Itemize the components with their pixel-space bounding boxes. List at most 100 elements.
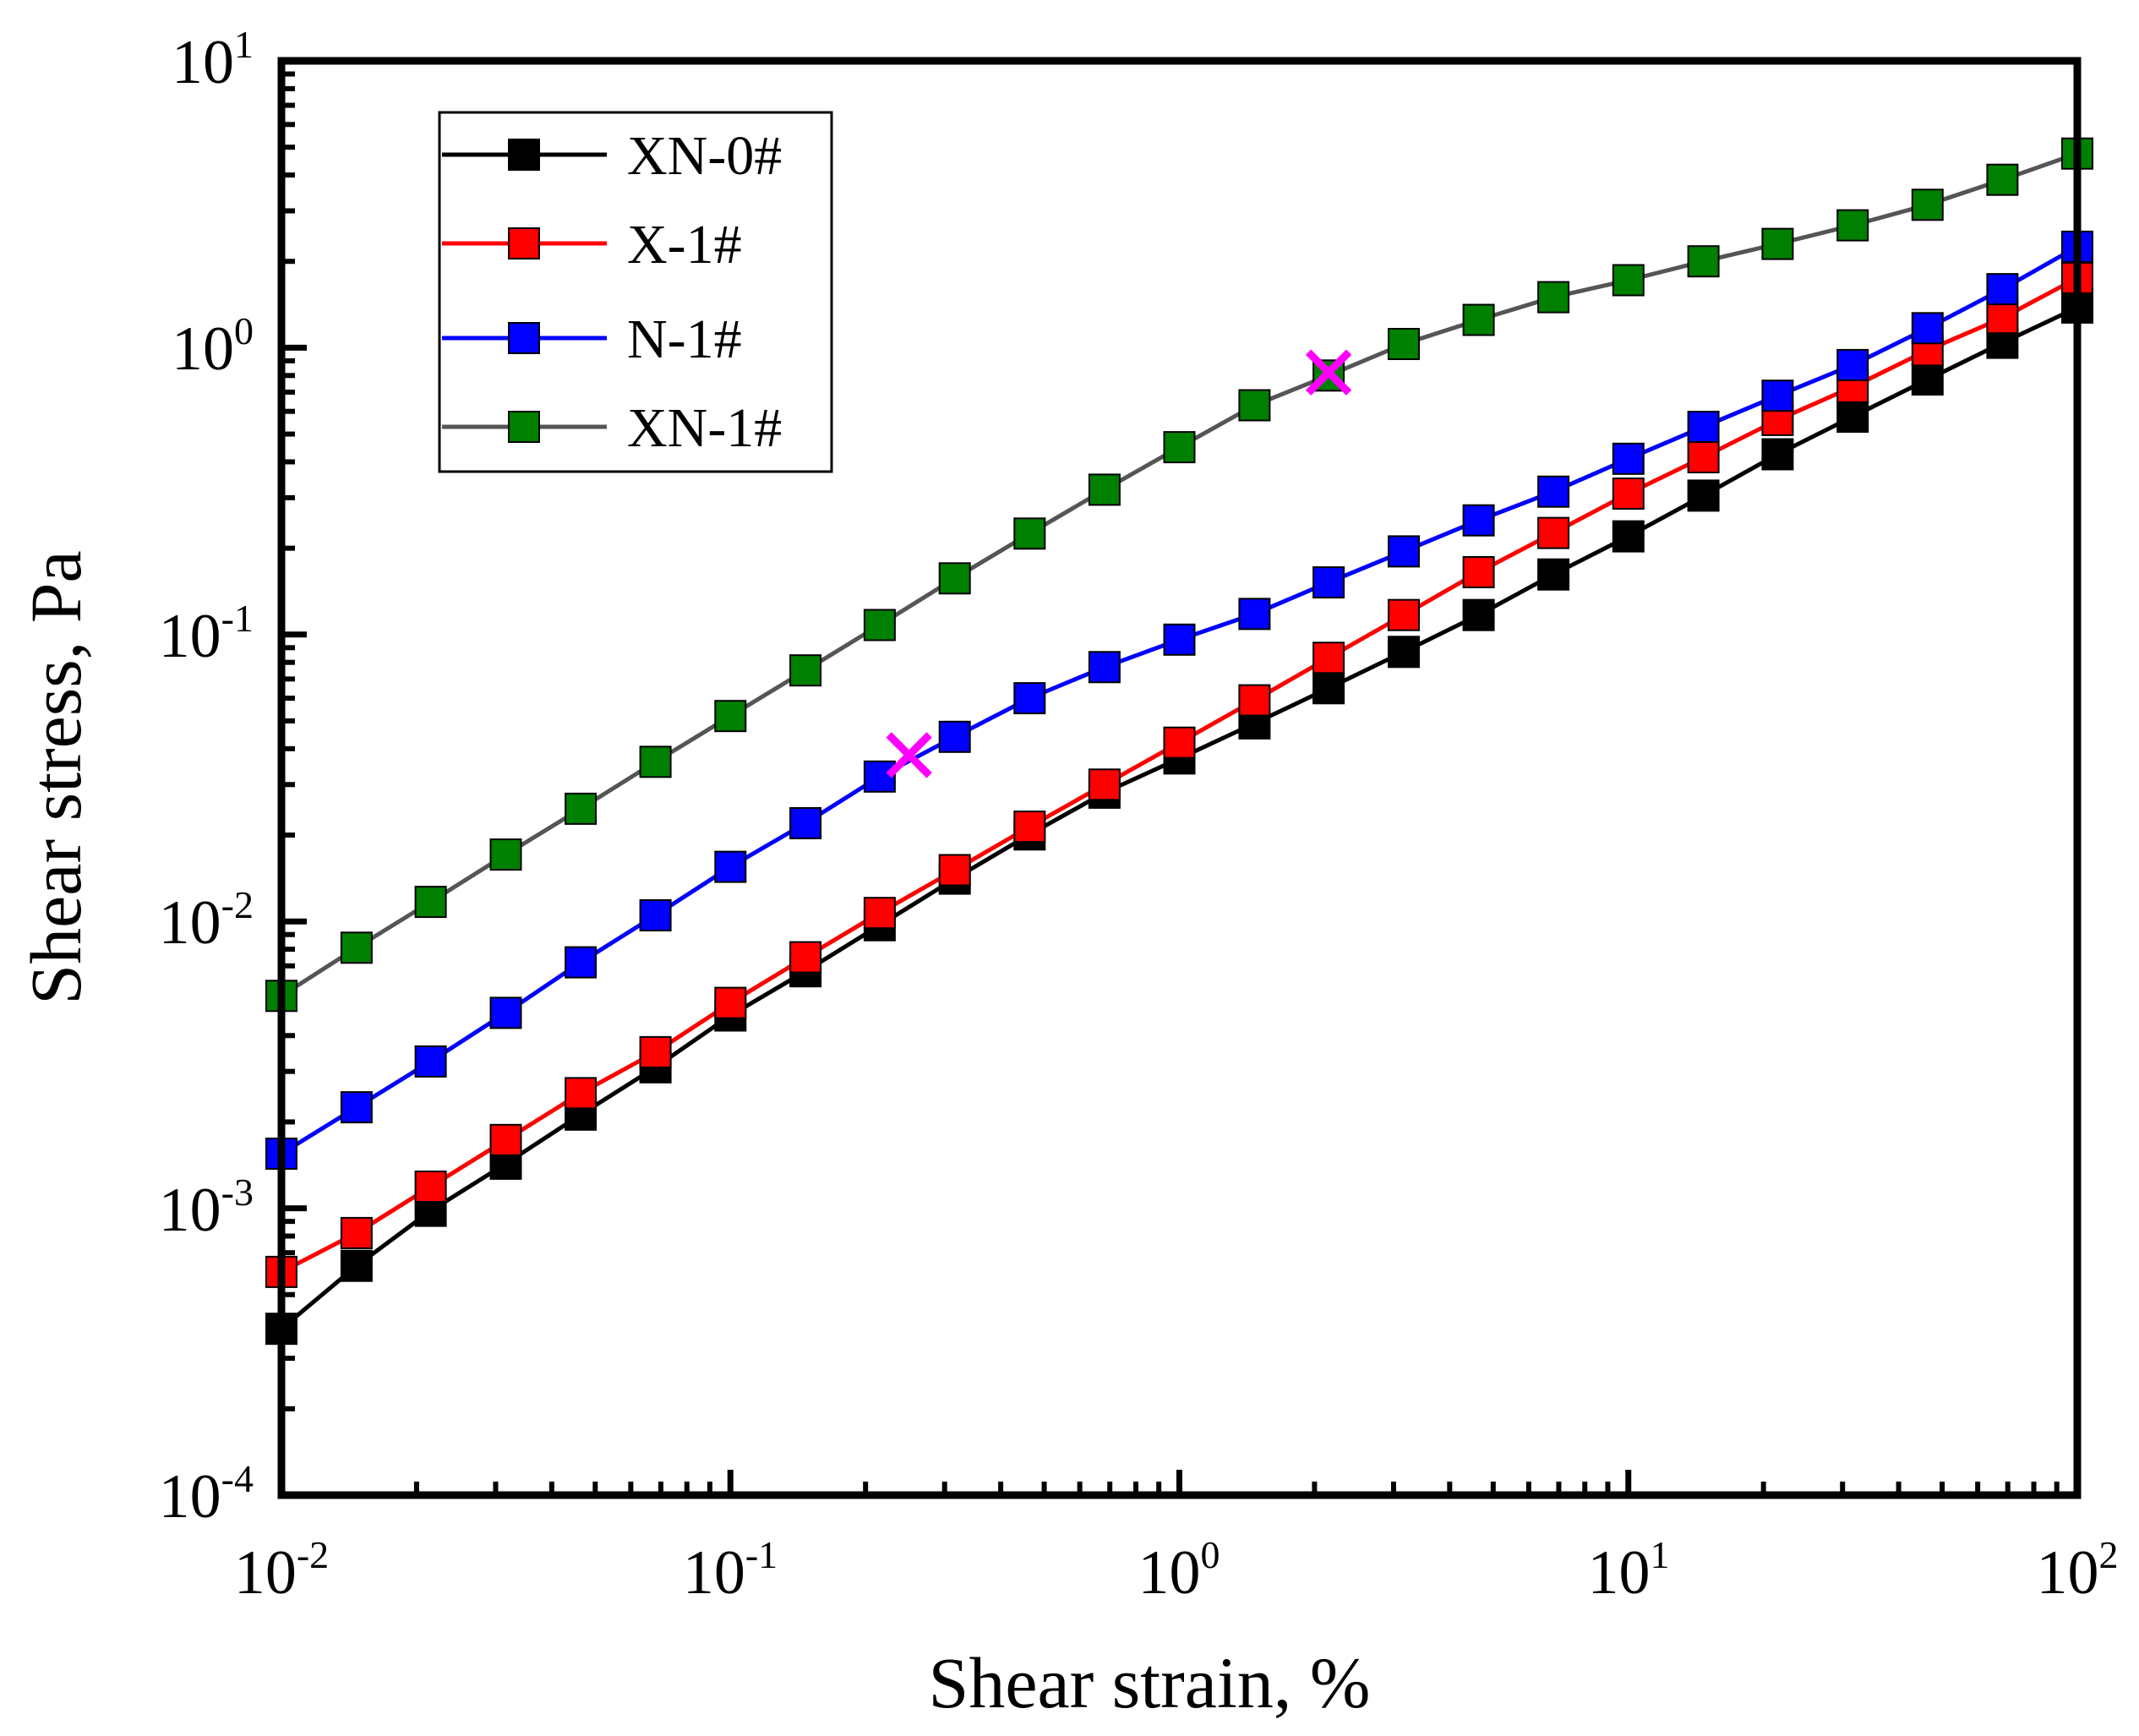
data-point [1537,281,1570,314]
data-point [639,1035,672,1068]
data-point [1388,636,1420,669]
data-point [1013,811,1046,843]
legend-label-x1: X-1# [627,214,742,276]
data-point [1088,651,1121,684]
x-tick-label: 10-1 [683,1533,778,1608]
data-point [1238,684,1271,717]
data-point [863,897,896,930]
data-point [1761,438,1794,471]
data-point [1537,475,1570,508]
data-point [639,745,672,778]
legend-label-n1: N-1# [627,308,742,370]
data-point [714,986,747,1019]
data-point [1986,273,2019,306]
data-point [938,854,971,887]
data-point [1537,516,1570,549]
x-tick-label: 10-2 [234,1533,329,1608]
data-point [414,886,447,919]
data-point [1761,227,1794,260]
data-point [863,609,896,641]
data-point [938,720,971,753]
legend-entry: XN-0# [442,125,782,187]
data-point [1687,245,1720,278]
data-point [1088,768,1121,801]
data-point [1163,623,1196,656]
data-point [340,1091,373,1124]
data-point [1388,598,1420,631]
series-X-1# [265,261,2093,1288]
data-point [1836,401,1869,433]
y-tick-label: 10-1 [159,597,254,671]
data-point [1462,556,1495,588]
y-tick-label: 10-3 [159,1171,254,1245]
data-point [1462,598,1495,631]
legend-label-xn0: XN-0# [627,125,782,187]
data-point [489,996,522,1029]
y-tick-label: 10-2 [159,883,254,958]
x-axis-title: Shear strain, % [928,1642,1370,1723]
data-point [1687,479,1720,512]
data-point [1911,312,1944,345]
legend-entry: N-1# [442,308,742,370]
annotation-x-marker [886,732,932,778]
data-point [1462,504,1495,537]
data-point [1238,389,1271,422]
data-point [1612,520,1645,553]
data-point [938,562,971,595]
data-point [863,760,896,793]
data-point [1163,431,1196,464]
data-point [340,931,373,964]
data-point [340,1216,373,1249]
data-point [1612,264,1645,297]
data-point [1612,478,1645,510]
legend-marker-n1 [508,322,540,354]
data-point [1537,558,1570,591]
legend-box [438,111,833,473]
annotation-stroke [886,732,932,778]
data-point [1013,682,1046,715]
data-point [1687,441,1720,473]
annotation-stroke [1305,349,1352,396]
data-point [789,941,822,974]
data-point [1013,517,1046,550]
data-point [789,654,822,687]
data-point [639,899,672,931]
data-point [1836,209,1869,242]
data-point [1911,363,1944,396]
legend-marker-xn1 [508,411,540,443]
data-point [1312,566,1345,599]
y-tick-label: 100 [172,309,254,384]
y-tick-label: 10-4 [159,1457,254,1531]
data-point [565,1077,598,1110]
data-point [414,1045,447,1078]
legend-marker-x1 [508,227,540,259]
data-point [1312,641,1345,674]
series-N-1# [265,230,2093,1170]
data-point [1388,328,1420,360]
data-point [1687,411,1720,443]
data-point [789,807,822,839]
legend-marker-xn0 [508,139,540,171]
data-point [1986,302,2019,335]
data-point [1462,303,1495,336]
data-point [714,850,747,883]
x-tick-label: 101 [1588,1533,1670,1608]
data-point [565,946,598,979]
annotation-x-marker [1305,349,1352,396]
legend: XN-0# X-1# N-1# XN-1# [438,111,833,473]
legend-entry: XN-1# [442,397,782,459]
y-tick-label: 101 [172,23,254,97]
data-point [1088,473,1121,506]
data-point [489,838,522,871]
data-point [1986,163,2019,196]
data-point [1388,535,1420,568]
data-point [565,792,598,825]
data-point [714,700,747,733]
legend-label-xn1: XN-1# [627,397,782,459]
data-point [1312,672,1345,705]
y-axis-title: Shear stress, Pa [15,550,96,1004]
annotation-layer [886,349,1352,778]
x-tick-label: 100 [1138,1533,1220,1608]
data-point [489,1123,522,1156]
